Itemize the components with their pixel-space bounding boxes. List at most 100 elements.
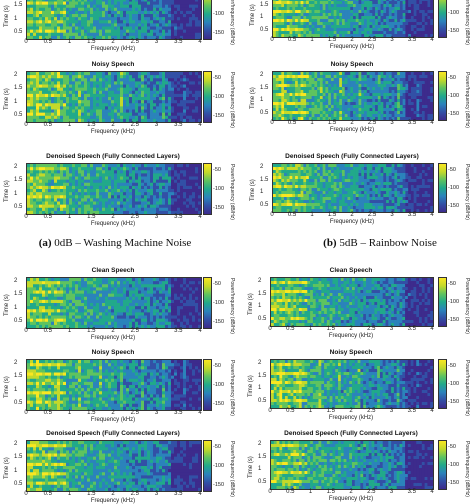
x-tick-label: 2 bbox=[111, 39, 114, 45]
x-tick-label: 4 bbox=[198, 328, 201, 334]
figure-caption: (a) 0dB – Washing Machine Noise bbox=[39, 237, 192, 249]
spectrogram-plot bbox=[26, 440, 202, 492]
colorbar-label: Power/frequency (dB/Hz) bbox=[464, 441, 470, 497]
colorbar-tick-label: -100 bbox=[213, 94, 224, 100]
x-tick-label: 3 bbox=[155, 410, 158, 416]
y-axis-label: Time (s) bbox=[250, 4, 256, 26]
spectrogram-plot bbox=[270, 359, 434, 409]
y-tick-label: 2 bbox=[14, 441, 17, 447]
x-tick-label: 2.5 bbox=[368, 120, 376, 126]
y-axis-label: Time (s) bbox=[4, 88, 10, 110]
spectrogram-image bbox=[27, 72, 201, 122]
x-tick-label: 4 bbox=[198, 214, 201, 220]
y-tick-label: 1 bbox=[14, 468, 17, 474]
colorbar-label: Power/frequency (dB/Hz) bbox=[464, 72, 470, 128]
y-tick-label: 0.5 bbox=[14, 318, 22, 324]
x-axis-label: Frequency (kHz) bbox=[91, 221, 135, 227]
x-tick-label: 1.5 bbox=[328, 212, 336, 218]
x-tick-label: 3.5 bbox=[174, 410, 182, 416]
x-tick-label: 0 bbox=[268, 489, 271, 495]
spectrogram-plot bbox=[272, 71, 434, 121]
panel-title: Noisy Speech bbox=[92, 349, 135, 356]
x-tick-label: 1.5 bbox=[87, 214, 95, 220]
x-tick-label: 1.5 bbox=[87, 491, 95, 497]
panel-title: Denoised Speech (Fully Connected Layers) bbox=[46, 430, 180, 437]
x-tick-label: 4 bbox=[198, 410, 201, 416]
colorbar-tick-label: -50 bbox=[448, 75, 456, 81]
colorbar-label: Power/frequency (dB/Hz) bbox=[229, 278, 235, 334]
spectrogram-image bbox=[271, 360, 433, 408]
spectrogram-plot bbox=[26, 71, 202, 123]
x-tick-label: 0 bbox=[24, 39, 27, 45]
x-tick-label: 2 bbox=[349, 326, 352, 332]
x-tick-label: 1 bbox=[309, 326, 312, 332]
y-tick-label: 1.5 bbox=[260, 2, 268, 8]
x-tick-label: 0.5 bbox=[44, 214, 52, 220]
y-tick-label: 2 bbox=[258, 278, 261, 284]
spectrogram-image bbox=[27, 360, 201, 410]
x-tick-label: 2 bbox=[350, 37, 353, 43]
x-tick-label: 2.5 bbox=[368, 37, 376, 43]
x-tick-label: 1 bbox=[68, 122, 71, 128]
x-tick-label: 2 bbox=[350, 212, 353, 218]
colorbar-tick-label: -50 bbox=[448, 363, 456, 369]
colorbar-label: Power/frequency (dB/Hz) bbox=[229, 72, 235, 128]
x-axis-label: Frequency (kHz) bbox=[330, 127, 374, 133]
x-tick-label: 2.5 bbox=[131, 491, 139, 497]
colorbar-tick-label: -100 bbox=[448, 185, 459, 191]
colorbar-tick-label: -100 bbox=[448, 10, 459, 16]
x-tick-label: 0.5 bbox=[44, 491, 52, 497]
caption-text: 5dB – Rainbow Noise bbox=[339, 237, 436, 249]
colorbar bbox=[203, 277, 212, 329]
x-tick-label: 2.5 bbox=[131, 39, 139, 45]
x-tick-label: 3.5 bbox=[174, 122, 182, 128]
y-tick-label: 0.5 bbox=[14, 400, 22, 406]
x-tick-label: 3.5 bbox=[408, 37, 416, 43]
x-tick-label: 4 bbox=[198, 122, 201, 128]
y-axis-label: Time (s) bbox=[4, 5, 10, 27]
y-axis-label: Time (s) bbox=[250, 179, 256, 201]
colorbar bbox=[203, 359, 212, 411]
y-tick-label: 0.5 bbox=[260, 27, 268, 33]
x-tick-label: 1.5 bbox=[327, 326, 335, 332]
x-tick-label: 2.5 bbox=[131, 214, 139, 220]
caption-letter: (a) bbox=[39, 237, 52, 249]
x-tick-label: 4 bbox=[430, 408, 433, 414]
y-tick-label: 0.5 bbox=[14, 204, 22, 210]
y-axis-label: Time (s) bbox=[4, 457, 10, 479]
x-axis-label: Frequency (kHz) bbox=[91, 498, 135, 504]
caption-letter: (b) bbox=[323, 237, 336, 249]
x-tick-label: 0.5 bbox=[44, 410, 52, 416]
colorbar-tick-label: -100 bbox=[448, 381, 459, 387]
y-tick-label: 1 bbox=[14, 305, 17, 311]
colorbar-label: Power/frequency (dB/Hz) bbox=[464, 360, 470, 416]
spectrogram-image bbox=[27, 164, 201, 214]
panel-title: Denoised Speech (Fully Connected Layers) bbox=[284, 430, 418, 437]
y-axis-label: Time (s) bbox=[250, 87, 256, 109]
x-tick-label: 1 bbox=[68, 214, 71, 220]
x-tick-label: 0 bbox=[24, 410, 27, 416]
x-tick-label: 1 bbox=[68, 410, 71, 416]
x-tick-label: 3 bbox=[155, 122, 158, 128]
colorbar-tick-label: -100 bbox=[213, 382, 224, 388]
x-tick-label: 4 bbox=[198, 491, 201, 497]
colorbar-label: Power/frequency (dB/Hz) bbox=[464, 0, 470, 45]
x-tick-label: 1 bbox=[68, 491, 71, 497]
x-tick-label: 1.5 bbox=[328, 120, 336, 126]
colorbar-tick-label: -50 bbox=[213, 444, 221, 450]
x-tick-label: 2 bbox=[111, 410, 114, 416]
colorbar-tick-label: -50 bbox=[448, 444, 456, 450]
x-tick-label: 0 bbox=[24, 122, 27, 128]
panel-title: Denoised Speech (Fully Connected Layers) bbox=[46, 153, 180, 160]
x-tick-label: 3 bbox=[390, 37, 393, 43]
spectrogram-plot bbox=[270, 277, 434, 327]
x-tick-label: 3.5 bbox=[174, 39, 182, 45]
colorbar-tick-label: -100 bbox=[448, 93, 459, 99]
x-tick-label: 3.5 bbox=[174, 328, 182, 334]
y-tick-label: 0.5 bbox=[260, 202, 268, 208]
colorbar-tick-label: -150 bbox=[213, 205, 224, 211]
spectrogram-plot bbox=[26, 359, 202, 411]
x-tick-label: 3 bbox=[390, 212, 393, 218]
x-tick-label: 2.5 bbox=[131, 410, 139, 416]
colorbar-tick-label: -150 bbox=[448, 203, 459, 209]
